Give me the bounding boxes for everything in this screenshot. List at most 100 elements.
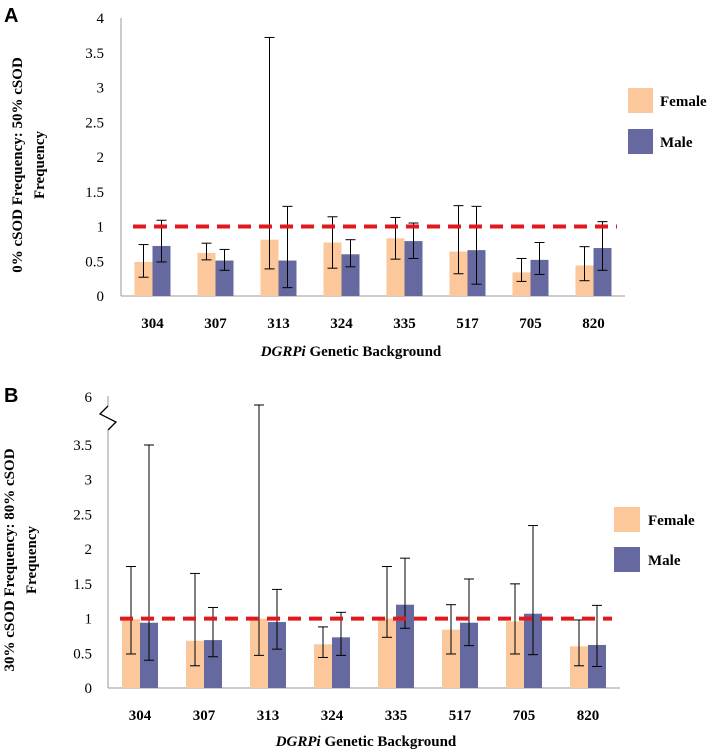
- panel-a-error-bar: [534, 241, 545, 275]
- panel-a-bar-male: [215, 260, 234, 296]
- panel-b-y-tick-break: 6: [85, 390, 93, 406]
- panel-b-category-label: 820: [577, 708, 600, 724]
- panel-b-category-label: 304: [129, 708, 152, 724]
- panel-b-y-tick-label: 0: [85, 681, 93, 697]
- panel-b-error-bar: [510, 583, 520, 655]
- panel-a-legend-swatch-male: [628, 129, 653, 154]
- panel-b-category-label: 307: [193, 708, 216, 724]
- panel-b-bar-female: [442, 629, 460, 688]
- panel-b-y-tick-label: 0.5: [73, 646, 92, 662]
- panel-b-y-tick-label: 2: [85, 542, 93, 558]
- panel-a-y-tick-label: 0.5: [85, 254, 104, 270]
- panel-a-error-bar: [282, 205, 293, 289]
- panel-b-category-label: 705: [513, 708, 536, 724]
- panel-a-error-bar: [408, 222, 419, 259]
- panel-a-y-tick-label: 1.5: [85, 185, 104, 201]
- panel-b-error-bar: [126, 566, 136, 655]
- panel-b-legend-swatch-female: [614, 507, 640, 532]
- panel-a-bar-female: [134, 261, 153, 296]
- panel-b-category-label: 335: [385, 708, 408, 724]
- panel-a-bar-female: [197, 252, 216, 296]
- panel-b-x-title: DGRPi Genetic Background: [275, 734, 457, 750]
- panel-a-category-label: 335: [393, 316, 416, 332]
- panel-a-bar-male: [404, 241, 423, 296]
- panel-a-y-tick-label: 1: [97, 220, 105, 236]
- panel-b-legend-swatch-male: [614, 547, 640, 572]
- panel-b-bar-male: [268, 622, 286, 688]
- panel-a-error-bar: [264, 36, 275, 270]
- panel-b-label: B: [4, 385, 18, 407]
- panel-b-y-title: 30% cSOD Frequency: 80% cSOD Frequency: [2, 448, 40, 671]
- panel-b-error-bar: [528, 525, 538, 656]
- panel-a-bar-female: [512, 272, 531, 296]
- panel-b-error-bar: [446, 604, 456, 655]
- panel-b-bar-male: [332, 637, 350, 688]
- panel-b-bar-female: [570, 646, 588, 688]
- panel-a-error-bar: [579, 246, 590, 282]
- panel-b-axis-break-icon: [98, 405, 118, 431]
- panel-b-category-label: 517: [449, 708, 472, 724]
- panel-a-bar-female: [386, 238, 405, 296]
- panel-b-bar-female: [314, 644, 332, 688]
- panel-b-x-title-italic: DGRPi: [275, 734, 322, 750]
- panel-b-y-tick-label: 3: [85, 473, 93, 489]
- panel-a-bar-male: [593, 248, 612, 296]
- panel-b-bar-female: [378, 618, 396, 688]
- panel-a-y-title: 0% cSOD Frequency: 50% cSOD Frequency: [10, 57, 48, 273]
- panel-b-error-bar: [144, 444, 154, 661]
- panel-b-y-tick-label: 3.5: [73, 438, 92, 454]
- panel-b-error-bar: [318, 626, 328, 658]
- panel-a-y-tick-label: 3.5: [85, 46, 104, 62]
- panel-b-y-tick-label: 2.5: [73, 507, 92, 523]
- panel-a-bar-male: [341, 254, 360, 296]
- panel-a-category-label: 307: [204, 316, 227, 332]
- panel-b-bar-male: [204, 640, 222, 688]
- panel-a-legend-label-male: Male: [660, 135, 693, 151]
- panel-a-category-label: 304: [141, 316, 164, 332]
- panel-b-legend: Female Male: [614, 507, 695, 572]
- panel-a-error-bar: [597, 221, 608, 271]
- panel-a-error-bar: [219, 248, 230, 271]
- panel-a-category-label: 517: [456, 316, 479, 332]
- panel-a-category-label: 313: [267, 316, 290, 332]
- panel-a-category-label: 324: [330, 316, 353, 332]
- panel-a: A 0 0.5 1 1.5 2 2.5 3 3.5 4 304 307 313 324 335 517 70…: [4, 5, 707, 360]
- panel-a-error-bar: [138, 244, 149, 278]
- panel-a-error-bar: [201, 242, 212, 261]
- panel-a-error-bar: [453, 205, 464, 275]
- panel-b-category-label: 324: [321, 708, 344, 724]
- panel-b: B 6 0 0.5 1 1.5 2 2.5 3 3.5 304 307 313 324 335 517 7…: [2, 385, 695, 750]
- panel-a-y-tick-label: 0: [97, 289, 105, 305]
- panel-b-y-tick-label: 1.5: [73, 577, 92, 593]
- panel-b-y-title-line2: Frequency: [24, 525, 40, 594]
- panel-b-category-label: 313: [257, 708, 280, 724]
- panel-a-category-label: 705: [519, 316, 542, 332]
- panel-a-y-tick-label: 2.5: [85, 115, 104, 131]
- panel-a-x-title: DGRPi Genetic Background: [260, 344, 442, 360]
- panel-a-y-tick-label: 2: [97, 150, 105, 166]
- panel-a-y-title-line1: 0% cSOD Frequency: 50% cSOD: [10, 57, 26, 273]
- panel-a-error-bar: [345, 239, 356, 268]
- panel-a-x-title-rest: Genetic Background: [306, 344, 442, 360]
- panel-b-bar-female: [506, 621, 524, 688]
- panel-b-x-title-rest: Genetic Background: [321, 734, 457, 750]
- panel-a-legend-label-female: Female: [660, 94, 707, 110]
- panel-a-legend-swatch-female: [628, 88, 653, 113]
- panel-a-label: A: [4, 5, 18, 27]
- panel-a-y-tick-label: 3: [97, 81, 105, 97]
- panel-b-error-bar: [592, 604, 602, 667]
- panel-a-error-bar: [390, 216, 401, 260]
- panel-b-error-bar: [382, 566, 392, 638]
- panel-a-y-title-line2: Frequency: [32, 130, 48, 199]
- panel-b-y-tick-label: 1: [85, 612, 93, 628]
- panel-a-error-bar: [516, 257, 527, 282]
- panel-a-bar-female: [323, 242, 342, 296]
- panel-b-error-bar: [464, 578, 474, 647]
- panel-b-bar-male: [460, 622, 478, 688]
- panel-a-y-tick-label: 4: [97, 11, 105, 27]
- panel-b-error-bar: [208, 606, 218, 658]
- panel-a-bar-male: [152, 245, 171, 296]
- panel-a-category-label: 820: [582, 316, 605, 332]
- panel-a-x-title-italic: DGRPi: [260, 344, 307, 360]
